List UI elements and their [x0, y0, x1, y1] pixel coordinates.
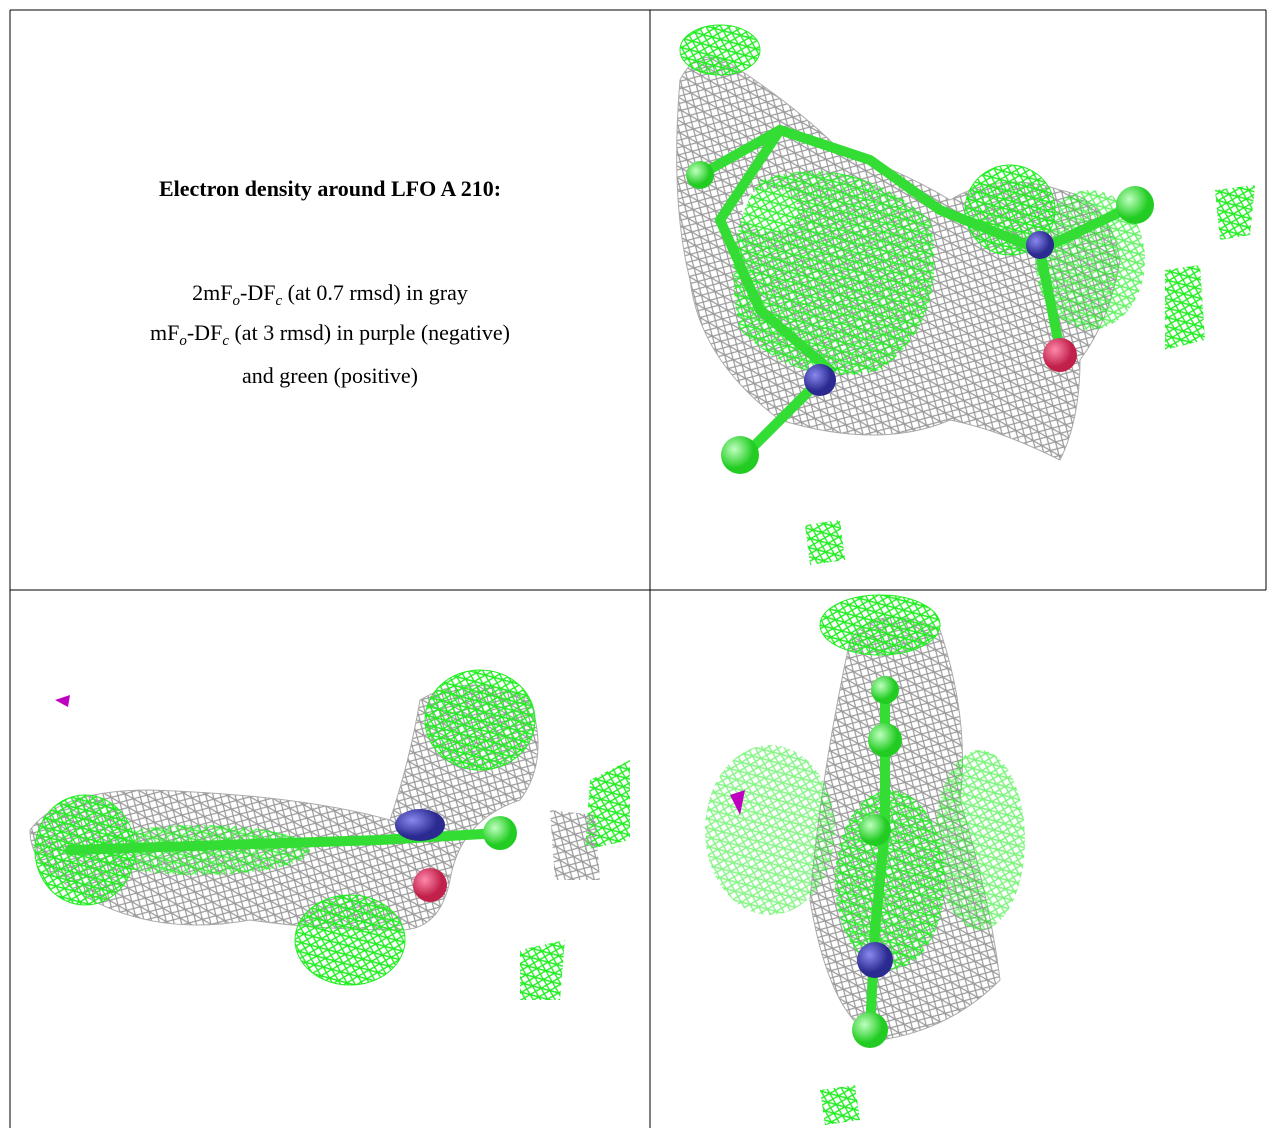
caption-text: and green (positive) — [242, 363, 418, 388]
subscript: c — [222, 333, 229, 349]
table-frame — [9, 9, 1267, 1128]
caption-text: 2mF — [192, 280, 232, 305]
caption-line: mFo-DFc (at 3 rmsd) in purple (negative) — [150, 320, 510, 349]
caption-text: -DF — [187, 320, 222, 345]
subscript: c — [275, 293, 282, 309]
caption-line: 2mFo-DFc (at 0.7 rmsd) in gray — [192, 280, 468, 309]
density-view-1 — [676, 24, 1255, 565]
caption-text: -DF — [240, 280, 275, 305]
density-view-3 — [705, 594, 1025, 1125]
subscript: o — [179, 333, 187, 349]
subscript: o — [233, 293, 241, 309]
caption-text: mF — [150, 320, 179, 345]
caption-text: (at 3 rmsd) in purple (negative) — [229, 320, 510, 345]
caption-line: and green (positive) — [242, 363, 418, 388]
caption-text: (at 0.7 rmsd) in gray — [282, 280, 468, 305]
density-view-2 — [29, 669, 630, 1000]
caption-title: Electron density around LFO A 210: — [159, 176, 501, 201]
